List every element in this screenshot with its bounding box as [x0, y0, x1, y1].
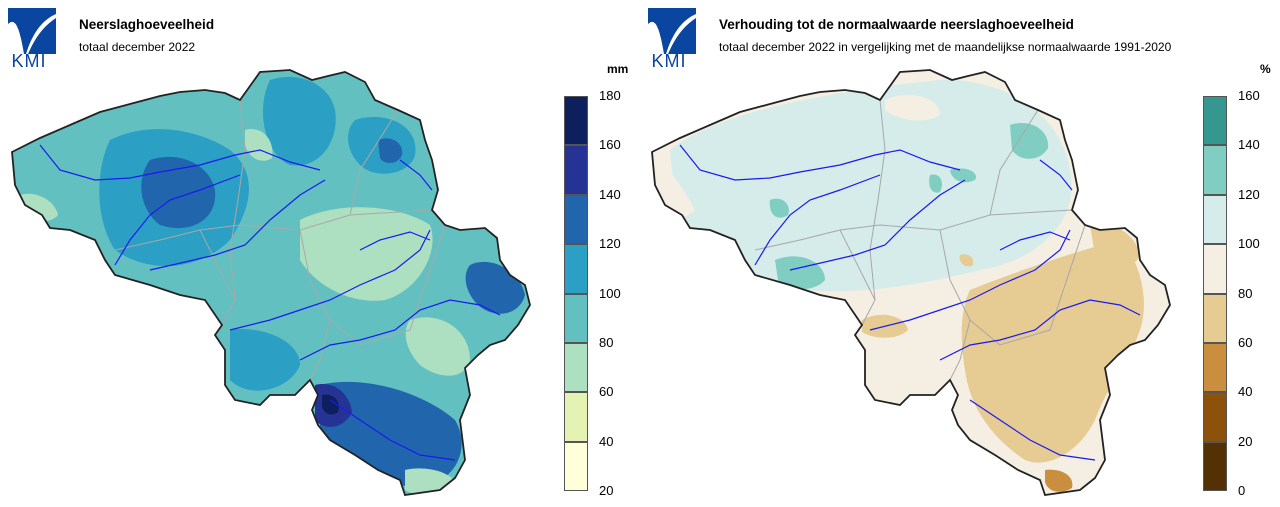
province-borders — [114, 99, 446, 381]
precip-legend-tick: 80 — [599, 335, 614, 350]
ratio-map — [651, 69, 1171, 496]
precipitation-panel: KMI Neerslaghoeveelheid totaal december … — [8, 8, 629, 499]
kmi-logo-icon — [648, 8, 696, 54]
ratio-zone-120-140-ne — [1010, 122, 1049, 159]
ratio-zone-40-60-tip — [1045, 469, 1073, 492]
ratio-panel: KMI Verhouding tot de normaalwaarde neer… — [640, 0, 1280, 507]
ratio-legend-tick: 100 — [1238, 236, 1260, 252]
precip-subtitle: totaal december 2022 — [79, 40, 196, 54]
precip-title: Neerslaghoeveelheid — [79, 17, 215, 32]
ratio-legend-tick: 20 — [1238, 433, 1253, 449]
ratio-legend-swatch — [1203, 441, 1227, 492]
ratio-zone-80-100-north — [885, 95, 940, 121]
ratio-legend-swatch — [1203, 145, 1227, 195]
ratio-legend-tick: 140 — [1238, 137, 1260, 153]
ratio-zone-120-140-small — [929, 174, 942, 193]
ratio-legend-tick: 0 — [1238, 483, 1246, 499]
ratio-title: Verhouding tot de normaalwaarde neerslag… — [719, 17, 1074, 32]
ratio-zone-60-80-spot — [959, 254, 974, 267]
precip-zone-120-140-ne — [378, 138, 403, 163]
precip-legend-swatch — [564, 244, 588, 294]
precip-zone-120-140-west — [141, 156, 216, 229]
precip-legend-tick: 40 — [599, 433, 614, 449]
ratio-zone-120-140-centre — [769, 198, 789, 218]
ratio-legend-tick: 60 — [1238, 335, 1253, 350]
ratio-unit: % — [1260, 62, 1271, 76]
kmi-logo-text: KMI — [651, 51, 687, 71]
rivers — [679, 144, 1141, 461]
precip-zone-60-80-centre — [300, 207, 433, 301]
precip-legend-swatch — [564, 194, 588, 245]
ratio-legend-swatch — [1203, 343, 1227, 393]
precip-legend-tick: 180 — [599, 88, 621, 103]
kmi-logo-text: KMI — [11, 51, 47, 71]
ratio-zone-100-120-north — [670, 79, 1072, 292]
country-outline — [651, 69, 1171, 496]
precip-legend-swatch — [564, 145, 588, 195]
ratio-legend-swatch — [1203, 96, 1227, 146]
precip-legend-swatch — [564, 96, 588, 146]
precip-zone-100-120-south — [230, 329, 300, 391]
ratio-subtitle: totaal december 2022 in vergelijking met… — [719, 40, 1172, 54]
ratio-legend-swatch — [1203, 293, 1227, 343]
province-borders — [754, 99, 1086, 381]
ratio-legend-swatch — [1203, 194, 1227, 245]
rivers — [39, 144, 501, 461]
precip-legend-tick: 60 — [599, 384, 614, 400]
ratio-legend-tick: 160 — [1238, 88, 1260, 103]
ratio-zone-120-140-north — [950, 168, 976, 183]
precip-legend-swatch — [564, 293, 588, 343]
kmi-logo-icon — [8, 8, 56, 54]
ratio-zone-60-80-south — [961, 240, 1144, 463]
precip-legend-tick: 160 — [599, 137, 621, 153]
ratio-legend-tick: 120 — [1238, 186, 1260, 202]
precip-legend-swatch — [564, 343, 588, 393]
precip-zone-60-80-southeast — [405, 317, 470, 376]
precipitation-map — [11, 69, 531, 496]
country-outline — [11, 69, 531, 496]
ratio-legend-tick: 40 — [1238, 384, 1253, 400]
precip-legend-tick: 120 — [599, 236, 621, 252]
precip-legend-tick: 100 — [599, 285, 621, 301]
precip-legend-swatch — [564, 441, 588, 492]
ratio-legend-tick: 80 — [1238, 285, 1253, 301]
ratio-legend-swatch — [1203, 392, 1227, 442]
precip-unit: mm — [607, 62, 629, 76]
ratio-legend-swatch — [1203, 244, 1227, 294]
precip-legend-swatch — [564, 392, 588, 442]
precip-legend-tick: 140 — [599, 186, 621, 202]
ratio-zone-60-80-east — [1090, 223, 1140, 267]
precip-zone-100-120-north — [262, 76, 336, 166]
precip-legend-tick: 20 — [599, 483, 614, 499]
precip-zone-160-180 — [322, 394, 339, 415]
